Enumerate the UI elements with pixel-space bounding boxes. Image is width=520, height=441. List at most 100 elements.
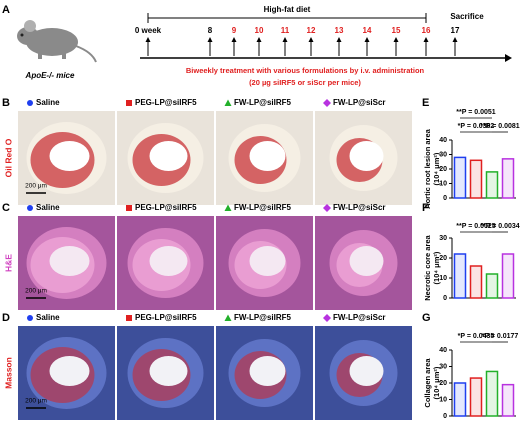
legend-marker (323, 204, 331, 212)
panel-letter: F (422, 202, 429, 214)
dose-label: (20 µg siIRF5 or siScr per mice) (249, 78, 361, 87)
legend-label: Saline (36, 203, 60, 212)
endpoint-label: Sacrifice (450, 12, 484, 21)
week-arrowhead (207, 37, 213, 42)
bar (501, 383, 515, 417)
y-axis-unit: (10⁴ μm²) (432, 366, 441, 399)
y-tick-label: 40 (439, 347, 447, 354)
bar (485, 171, 499, 199)
week-label: 8 (208, 26, 213, 35)
bar (485, 273, 499, 299)
legend-label: PEG-LP@siIRF5 (135, 313, 197, 322)
legend-marker (224, 314, 232, 321)
panel-letter: E (422, 97, 429, 109)
legend-label: Saline (36, 313, 60, 322)
week-arrowhead (452, 37, 458, 42)
lumen (349, 246, 384, 276)
legend-label: PEG-LP@siIRF5 (135, 203, 197, 212)
legend-marker (27, 100, 33, 106)
y-axis-label: Collagen area (423, 358, 432, 408)
legend-marker (224, 99, 232, 106)
panel-letter: A (2, 4, 10, 16)
y-tick-label: 0 (443, 195, 447, 202)
diet-label: High-fat diet (264, 5, 311, 14)
legend-marker (323, 99, 331, 107)
y-tick-label: 20 (439, 380, 447, 387)
bar (501, 158, 515, 199)
legend-marker (126, 315, 132, 321)
legend-label: FW-LP@siIRF5 (234, 98, 292, 107)
week-arrowhead (282, 37, 288, 42)
bar (453, 253, 467, 299)
y-tick-label: 10 (439, 275, 447, 282)
week-label: 0 week (135, 26, 162, 35)
stain-label: H&E (3, 254, 13, 272)
y-tick-label: 20 (439, 166, 447, 173)
week-arrowhead (423, 37, 429, 42)
treatment-label: Biweekly treatment with various formulat… (186, 66, 425, 75)
legend-label: FW-LP@siScr (333, 203, 386, 212)
y-tick-label: 40 (439, 137, 447, 144)
week-arrowhead (256, 37, 262, 42)
legend-marker (126, 100, 132, 106)
y-tick-label: 10 (439, 180, 447, 187)
lumen (349, 356, 384, 386)
legend-label: FW-LP@siScr (333, 98, 386, 107)
mouse-label: ApoE-/- mice (25, 71, 75, 80)
week-arrowhead (336, 37, 342, 42)
y-tick-label: 30 (439, 151, 447, 158)
significance-label: *P = 0.0177 (482, 333, 519, 340)
legend-marker (323, 314, 331, 322)
significance-label: **P = 0.0081 (480, 123, 519, 130)
legend-marker (27, 205, 33, 211)
lumen (49, 356, 90, 386)
lumen (149, 356, 188, 386)
bar (453, 156, 467, 199)
lumen (249, 246, 286, 276)
y-tick-label: 30 (439, 235, 447, 242)
panel-letter: G (422, 312, 431, 324)
week-arrowhead (393, 37, 399, 42)
week-arrowhead (308, 37, 314, 42)
y-axis-unit: (10⁴ μm²) (432, 152, 441, 185)
panel-letter: D (2, 312, 10, 324)
significance-label: *P = 0.0362 (458, 123, 495, 130)
legend-marker (126, 205, 132, 211)
lumen (49, 246, 90, 276)
week-label: 13 (335, 26, 344, 35)
bar (453, 382, 467, 417)
lumen (149, 246, 188, 276)
legend-label: PEG-LP@siIRF5 (135, 98, 197, 107)
y-tick-label: 10 (439, 396, 447, 403)
y-tick-label: 0 (443, 413, 447, 420)
bar (485, 370, 499, 417)
bar (501, 253, 515, 299)
week-label: 12 (307, 26, 316, 35)
lumen (249, 141, 286, 171)
legend-label: Saline (36, 98, 60, 107)
y-axis-label: Necrotic core area (423, 234, 432, 300)
bar (469, 159, 483, 199)
timeline-arrowhead (505, 54, 512, 62)
y-tick-label: 20 (439, 255, 447, 262)
significance-label: *P = 0.0435 (458, 333, 495, 340)
y-axis-unit: (10⁴ μm²) (432, 251, 441, 284)
week-label: 9 (232, 26, 237, 35)
legend-label: FW-LP@siIRF5 (234, 203, 292, 212)
legend-marker (224, 204, 232, 211)
week-label: 11 (281, 26, 290, 35)
lumen (349, 141, 384, 171)
legend-marker (27, 315, 33, 321)
lumen (249, 356, 286, 386)
week-label: 17 (451, 26, 460, 35)
significance-label: **P = 0.0025 (456, 223, 495, 230)
legend-label: FW-LP@siScr (333, 313, 386, 322)
week-arrowhead (364, 37, 370, 42)
mouse-icon (17, 20, 97, 63)
stain-label: Oil Red O (3, 138, 13, 177)
significance-label: **P = 0.0034 (480, 223, 519, 230)
panel-letter: B (2, 97, 10, 109)
panel-letter: C (2, 202, 10, 214)
scale-bar-label: 200 μm (25, 183, 47, 190)
